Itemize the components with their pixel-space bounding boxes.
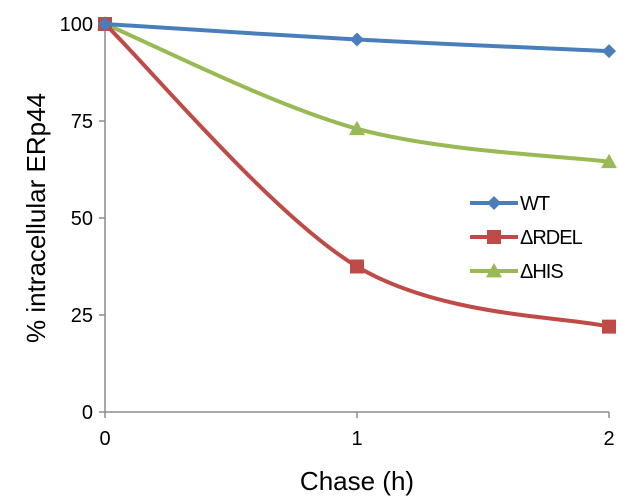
- x-axis-ticks: 0 1 2: [99, 412, 615, 450]
- y-axis-title: % intracellular ERp44: [21, 93, 51, 343]
- y-tick-label: 75: [71, 111, 93, 133]
- y-tick-label: 25: [71, 305, 93, 327]
- legend-item-wt: WT: [470, 193, 551, 215]
- legend-label-wt: WT: [520, 193, 550, 215]
- legend-marker-delta-rdel: [487, 230, 501, 244]
- data-point-delta-rdel: [602, 319, 616, 334]
- data-point-delta-rdel: [350, 259, 364, 274]
- legend-item-delta-his: ΔHIS: [470, 261, 564, 283]
- data-point-delta-his: [349, 120, 365, 136]
- y-tick-label: 100: [60, 14, 93, 36]
- legend-marker-delta-his: [486, 263, 502, 278]
- data-point-delta-his: [601, 153, 617, 169]
- legend: WT ΔRDEL ΔHIS: [470, 193, 584, 283]
- legend-label-delta-his: ΔHIS: [520, 261, 563, 283]
- legend-marker-wt: [487, 196, 501, 210]
- legend-item-delta-rdel: ΔRDEL: [470, 227, 584, 249]
- series-layer: [97, 16, 617, 334]
- x-tick-label: 1: [351, 428, 362, 450]
- data-point-wt: [602, 44, 616, 59]
- series-delta-rdel: [98, 17, 616, 334]
- y-tick-label: 0: [82, 402, 93, 424]
- y-axis-ticks: 0 25 50 75 100: [60, 14, 105, 424]
- x-axis-title: Chase (h): [300, 466, 414, 496]
- series-wt: [98, 17, 616, 59]
- x-tick-label: 0: [99, 428, 110, 450]
- legend-label-delta-rdel: ΔRDEL: [520, 227, 583, 249]
- data-point-wt: [350, 32, 364, 47]
- x-tick-label: 2: [603, 428, 614, 450]
- data-point-wt: [98, 17, 112, 31]
- plot-area: 0 25 50 75 100 0 1 2: [60, 14, 617, 450]
- y-tick-label: 50: [71, 208, 93, 230]
